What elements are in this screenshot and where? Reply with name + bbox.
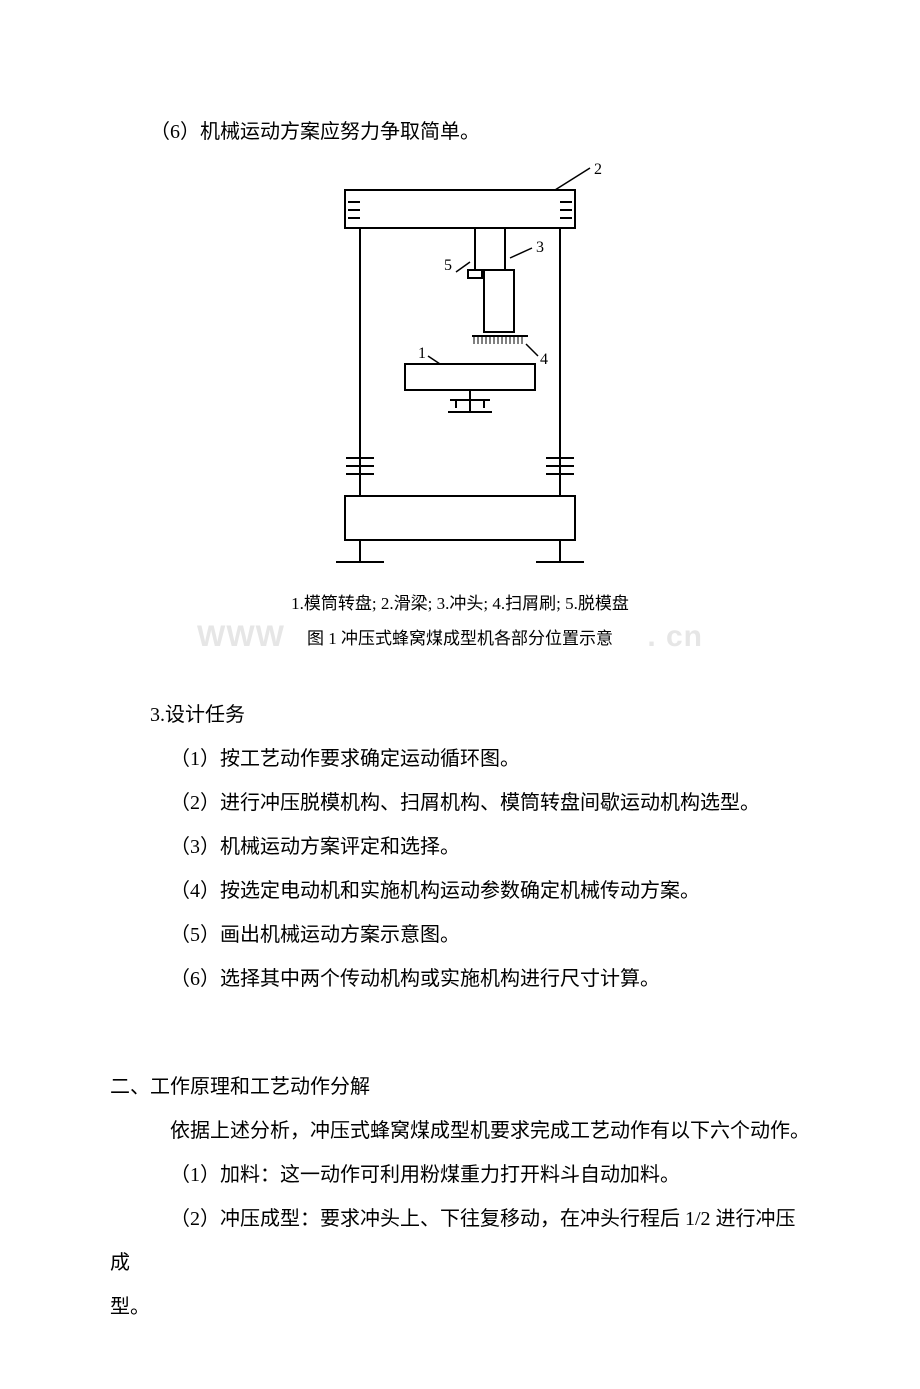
section2-item: （1）加料：这一动作可利用粉煤重力打开料斗自动加料。	[110, 1153, 810, 1197]
figure-container: 2	[110, 160, 810, 585]
section2-heading: 二、工作原理和工艺动作分解	[110, 1065, 810, 1109]
figure-caption: 图 1 冲压式蜂窝煤成型机各部分位置示意	[307, 629, 613, 648]
svg-text:2: 2	[594, 161, 602, 178]
top-line: （6）机械运动方案应努力争取简单。	[110, 110, 810, 154]
svg-text:4: 4	[540, 351, 548, 368]
schematic-diagram: 2	[300, 160, 620, 580]
design-item: （6）选择其中两个传动机构或实施机构进行尺寸计算。	[110, 957, 810, 1001]
design-item: （1）按工艺动作要求确定运动循环图。	[110, 737, 810, 781]
watermark-left: WWW	[197, 620, 285, 654]
svg-text:5: 5	[444, 257, 452, 274]
section2-item: （2）冲压成型：要求冲头上、下往复移动，在冲头行程后 1/2 进行冲压成	[110, 1197, 810, 1285]
design-heading: 3.设计任务	[110, 693, 810, 737]
design-item: （3）机械运动方案评定和选择。	[110, 825, 810, 869]
figure-caption-row: WWW 图 1 冲压式蜂窝煤成型机各部分位置示意 . cn	[110, 624, 810, 649]
document-page: （6）机械运动方案应努力争取简单。 2	[0, 0, 920, 1389]
section2-tail: 型。	[110, 1285, 810, 1329]
design-item: （2）进行冲压脱模机构、扫屑机构、模筒转盘间歇运动机构选型。	[110, 781, 810, 825]
design-item: （4）按选定电动机和实施机构运动参数确定机械传动方案。	[110, 869, 810, 913]
svg-text:3: 3	[536, 239, 544, 256]
design-item: （5）画出机械运动方案示意图。	[110, 913, 810, 957]
svg-text:1: 1	[418, 345, 426, 362]
figure-parts-legend: 1.模筒转盘; 2.滑梁; 3.冲头; 4.扫屑刷; 5.脱模盘	[110, 589, 810, 614]
section2-intro: 依据上述分析，冲压式蜂窝煤成型机要求完成工艺动作有以下六个动作。	[110, 1109, 810, 1153]
watermark-right: . cn	[647, 620, 703, 654]
